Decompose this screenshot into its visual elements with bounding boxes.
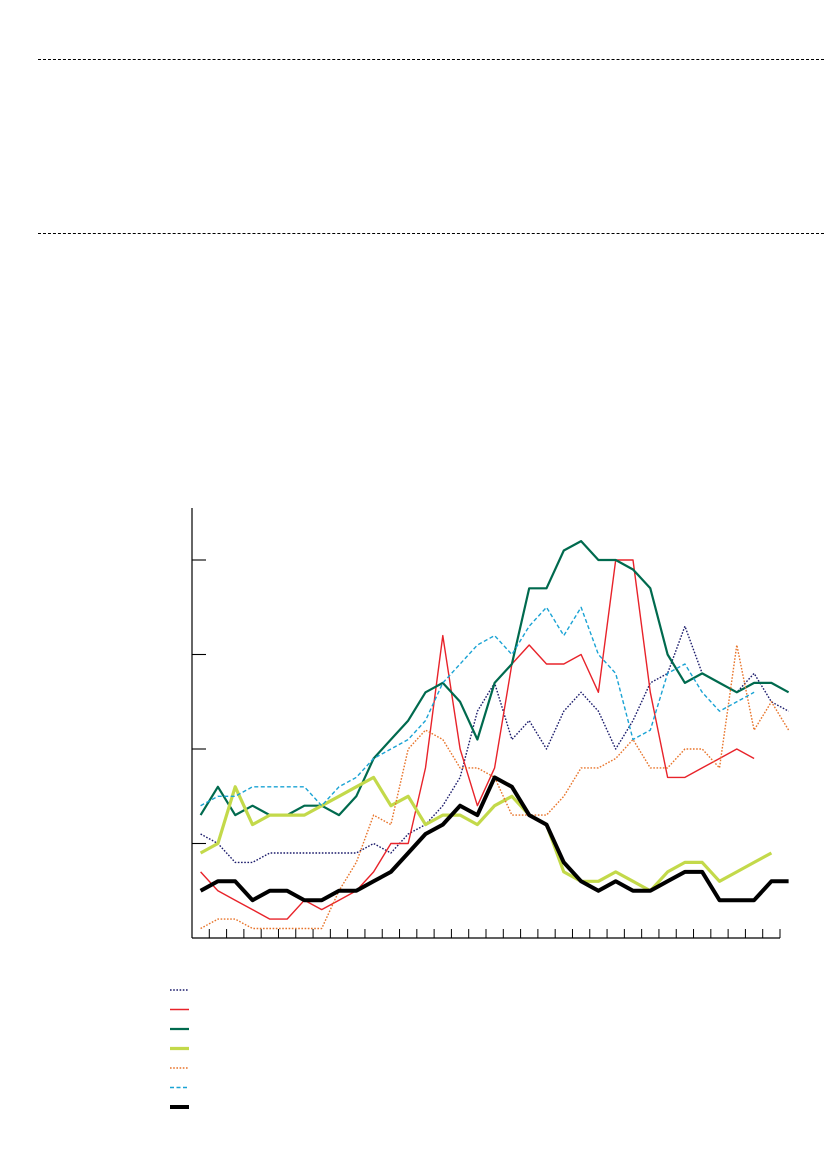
series-line-1	[200, 625, 789, 864]
top-dashed-rule	[38, 59, 824, 60]
series-line-3	[199, 539, 790, 817]
series-line-4	[199, 775, 773, 893]
chart-series-lines	[199, 539, 790, 930]
series-line-7	[199, 775, 789, 903]
series-line-5	[200, 644, 790, 930]
chart-legend	[170, 989, 189, 1109]
series-line-2	[200, 559, 755, 920]
chart-axes	[191, 508, 781, 939]
series-line-6	[200, 606, 755, 807]
bottom-dashed-rule	[38, 233, 824, 234]
